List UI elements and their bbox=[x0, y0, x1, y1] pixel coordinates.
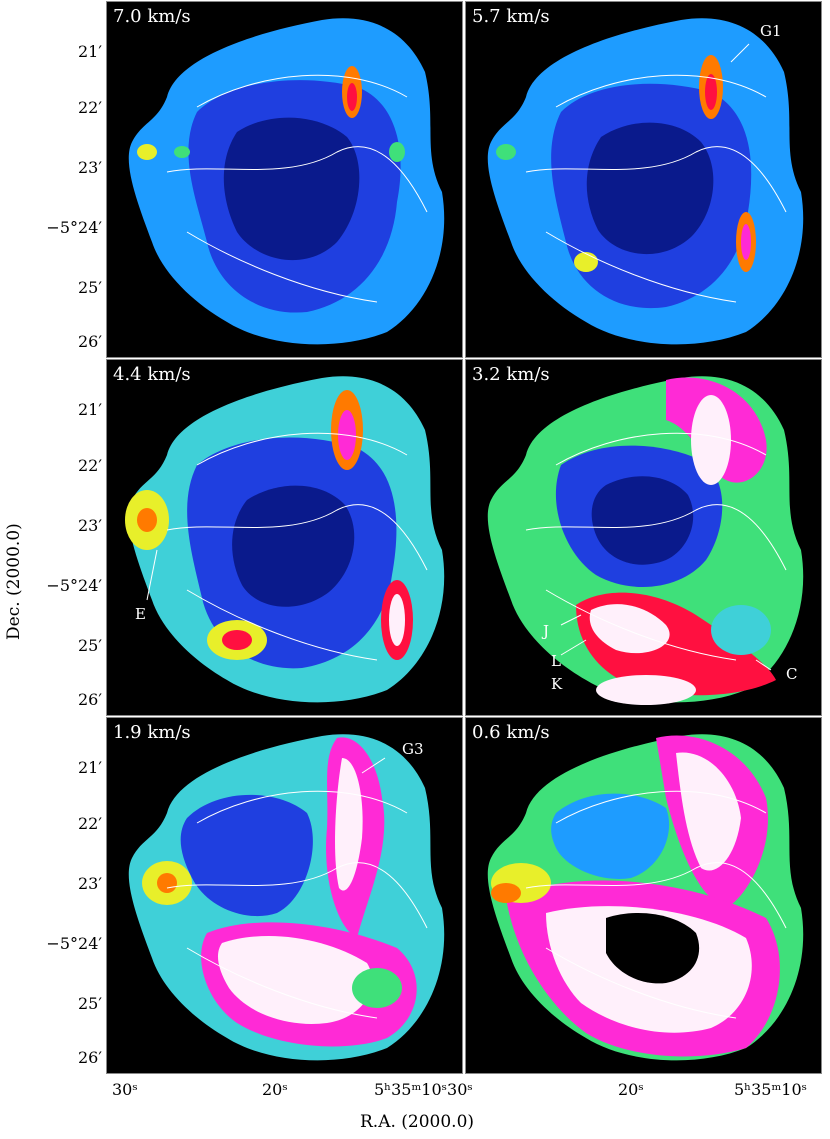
channel-panel-4: 3.2 km/s J L K C bbox=[465, 359, 822, 716]
x-axis-label: R.A. (2000.0) bbox=[360, 1112, 475, 1132]
feature-label-C: C bbox=[786, 665, 798, 683]
channel-panel-5: 1.9 km/s G3 bbox=[106, 717, 463, 1074]
y-axis-label: Dec. (2000.0) bbox=[4, 523, 24, 640]
x-tick-label: 5ʰ35ᵐ10ˢ30ˢ bbox=[374, 1080, 473, 1099]
velocity-label: 5.7 km/s bbox=[472, 6, 550, 27]
y-tick-label: 23′ bbox=[78, 874, 102, 893]
y-tick-label: 22′ bbox=[78, 98, 102, 117]
x-tick-label: 30ˢ bbox=[112, 1080, 138, 1099]
emission-map-6 bbox=[487, 734, 804, 1061]
y-tick-label: 25′ bbox=[78, 994, 102, 1013]
y-tick-label: 22′ bbox=[78, 814, 102, 833]
y-tick-label: 21′ bbox=[78, 758, 102, 777]
velocity-label: 1.9 km/s bbox=[113, 722, 191, 743]
y-tick-label: −5°24′ bbox=[46, 218, 102, 237]
channel-panel-6: 0.6 km/s bbox=[465, 717, 822, 1074]
y-tick-label: 26′ bbox=[78, 1048, 102, 1067]
velocity-label: 3.2 km/s bbox=[472, 364, 550, 385]
velocity-label: 0.6 km/s bbox=[472, 722, 550, 743]
feature-label-J: J bbox=[543, 622, 550, 640]
channel-panel-3: 4.4 km/s E bbox=[106, 359, 463, 716]
x-tick-label: 20ˢ bbox=[262, 1080, 288, 1099]
feature-label-K: K bbox=[551, 675, 563, 693]
x-tick-label: 5ʰ35ᵐ10ˢ bbox=[734, 1080, 808, 1099]
channel-panel-2: 5.7 km/s G1 bbox=[465, 1, 822, 358]
velocity-label: 4.4 km/s bbox=[113, 364, 191, 385]
y-tick-label: 26′ bbox=[78, 690, 102, 709]
y-tick-label: 22′ bbox=[78, 456, 102, 475]
y-tick-label: 23′ bbox=[78, 158, 102, 177]
y-tick-label: 26′ bbox=[78, 332, 102, 351]
channel-panel-1: 7.0 km/s bbox=[106, 1, 463, 358]
feature-label-E: E bbox=[135, 605, 146, 623]
emission-map-5 bbox=[128, 734, 445, 1061]
y-tick-label: 21′ bbox=[78, 400, 102, 419]
x-tick-label: 20ˢ bbox=[618, 1080, 644, 1099]
y-tick-label: 21′ bbox=[78, 42, 102, 61]
feature-label-G1: G1 bbox=[760, 22, 782, 40]
emission-map-3 bbox=[125, 376, 445, 703]
velocity-label: 7.0 km/s bbox=[113, 6, 191, 27]
y-tick-label: −5°24′ bbox=[46, 934, 102, 953]
y-tick-label: 23′ bbox=[78, 516, 102, 535]
y-tick-label: 25′ bbox=[78, 636, 102, 655]
emission-map-1 bbox=[128, 18, 445, 345]
feature-label-L: L bbox=[551, 652, 561, 670]
emission-map-4 bbox=[487, 376, 804, 705]
y-tick-label: 25′ bbox=[78, 278, 102, 297]
feature-label-G3: G3 bbox=[402, 740, 424, 758]
emission-map-2 bbox=[487, 18, 804, 345]
y-tick-label: −5°24′ bbox=[46, 576, 102, 595]
